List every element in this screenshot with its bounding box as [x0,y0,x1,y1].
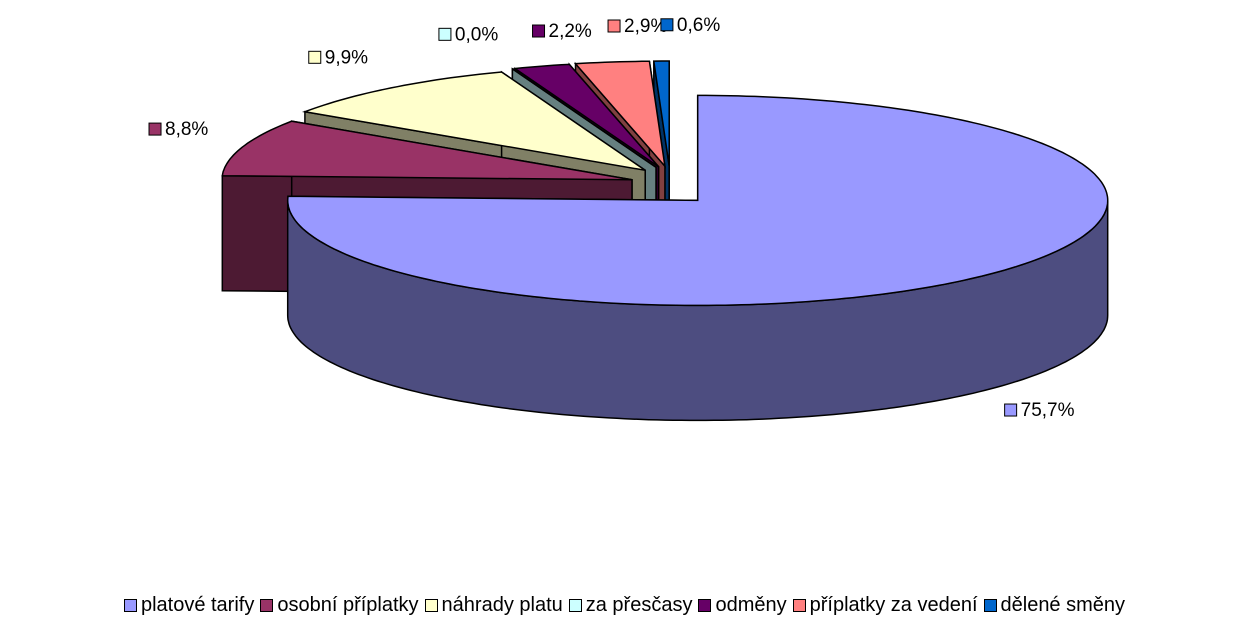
slice-top [652,60,670,167]
data-label: 2,2% [549,21,592,42]
legend-swatch [260,599,274,612]
legend-swatch [424,599,438,612]
legend-label: platové tarify [140,594,255,616]
label-swatch [308,50,322,64]
label-swatch [532,24,546,38]
legend-item: za přesčasy [568,594,693,617]
legend-swatch [983,599,997,612]
slice-top [511,68,657,168]
slice-top [286,94,1109,307]
data-label: 2,9% [624,16,667,37]
legend-item: platové tarify [123,594,255,617]
legend-label: náhrady platu [441,594,563,616]
legend-label: příplatky za vedení [809,594,978,616]
legend-item: osobní příplatky [260,594,419,617]
label-swatch [438,27,452,41]
label-swatch [607,19,621,33]
slice [286,94,1109,422]
legend-swatch [698,599,712,612]
chart: 75,7% 8,8% 9,9% 0,0% 2,2% 2,9% 0,6% [148,15,1109,422]
legend-item: náhrady platu [424,594,563,617]
legend-swatch [568,599,582,612]
slice-top [301,71,646,172]
data-label: 9,9% [325,47,368,68]
data-label: 75,7% [1021,400,1075,421]
legend-item: příplatky za vedení [792,594,978,617]
legend-label: za přesčasy [585,594,693,616]
slice-top [573,60,667,169]
data-label: 8,8% [165,119,208,140]
legend-swatch [792,599,806,612]
legend-swatch [123,599,137,612]
legend-label: dělené směny [1000,594,1126,616]
label-swatch [660,18,674,32]
legend-label: osobní příplatky [277,594,419,616]
slice-top [512,63,660,168]
legend: platové tarify osobní příplatky náhrady pl… [0,594,1255,617]
label-swatch [1004,403,1018,417]
legend-label: odměny [715,594,787,616]
slice-top [221,120,633,181]
data-label: 0,6% [677,15,720,36]
data-label: 0,0% [455,24,498,45]
legend-item: dělené směny [983,594,1126,617]
legend-item: odměny [698,594,787,617]
label-swatch [148,122,162,136]
